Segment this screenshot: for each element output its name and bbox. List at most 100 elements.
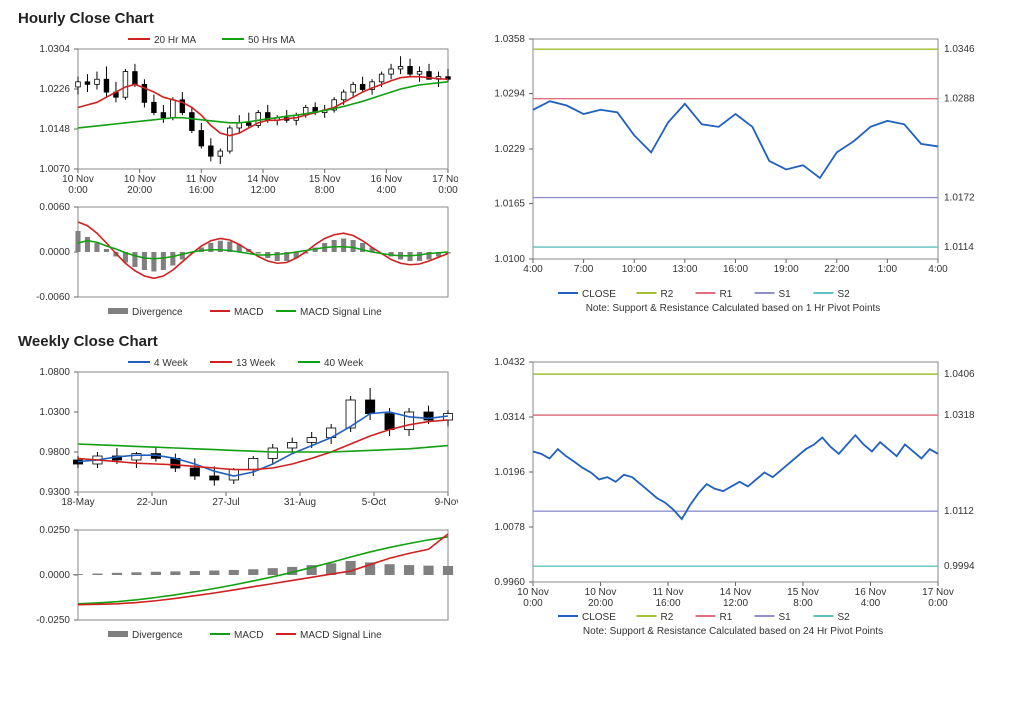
- svg-text:1.0800: 1.0800: [39, 367, 70, 378]
- svg-text:16:00: 16:00: [723, 264, 748, 275]
- svg-text:20 Hr MA: 20 Hr MA: [154, 35, 197, 46]
- svg-text:13:00: 13:00: [672, 264, 697, 275]
- svg-text:4:00: 4:00: [928, 264, 948, 275]
- svg-text:CLOSE: CLOSE: [582, 289, 616, 300]
- svg-text:Note: Support & Resistance Cal: Note: Support & Resistance Calculated ba…: [583, 626, 883, 637]
- svg-text:4 Week: 4 Week: [154, 358, 189, 369]
- svg-text:0.0060: 0.0060: [39, 202, 70, 213]
- hourly-row: 20 Hr MA50 Hrs MA1.00701.01481.02261.030…: [18, 29, 1006, 319]
- svg-text:0.9994: 0.9994: [944, 561, 975, 572]
- weekly-price-chart: 4 Week13 Week40 Week0.93000.98001.03001.…: [18, 352, 458, 522]
- svg-text:S1: S1: [779, 612, 792, 623]
- hourly-price-chart: 20 Hr MA50 Hrs MA1.00701.01481.02261.030…: [18, 29, 458, 199]
- svg-text:1.0078: 1.0078: [494, 522, 525, 533]
- svg-text:1:00: 1:00: [878, 264, 898, 275]
- svg-text:4:00: 4:00: [861, 598, 881, 609]
- weekly-panel: Weekly Close Chart 4 Week13 Week40 Week0…: [0, 323, 1024, 646]
- svg-text:4:00: 4:00: [523, 264, 543, 275]
- svg-text:15 Nov: 15 Nov: [309, 174, 341, 185]
- svg-text:0:00: 0:00: [523, 598, 543, 609]
- hourly-right-col: 1.01001.01651.02291.02941.03584:007:0010…: [478, 29, 988, 319]
- svg-text:15 Nov: 15 Nov: [787, 587, 819, 598]
- svg-text:17 Nov: 17 Nov: [922, 587, 954, 598]
- weekly-sr-chart: 0.99601.00781.01961.03141.043210 Nov0:00…: [478, 352, 988, 642]
- svg-text:14 Nov: 14 Nov: [247, 174, 279, 185]
- svg-text:1.0100: 1.0100: [494, 254, 525, 265]
- hourly-left-col: 20 Hr MA50 Hrs MA1.00701.01481.02261.030…: [18, 29, 458, 319]
- svg-text:R2: R2: [661, 289, 674, 300]
- svg-text:1.0314: 1.0314: [494, 412, 525, 423]
- svg-text:MACD: MACD: [234, 630, 263, 641]
- svg-text:Divergence: Divergence: [132, 630, 183, 641]
- svg-text:50 Hrs MA: 50 Hrs MA: [248, 35, 296, 46]
- svg-text:0.9800: 0.9800: [39, 447, 70, 458]
- svg-text:12:00: 12:00: [723, 598, 748, 609]
- weekly-macd-chart: -0.0250 0.0000 0.0250 Divergence MACD MACD Si…: [18, 522, 458, 642]
- svg-text:22:00: 22:00: [824, 264, 849, 275]
- weekly-right-col: 0.99601.00781.01961.03141.043210 Nov0:00…: [478, 352, 988, 642]
- svg-text:17 Nov: 17 Nov: [432, 174, 458, 185]
- weekly-row: 4 Week13 Week40 Week0.93000.98001.03001.…: [18, 352, 1006, 642]
- svg-text:10 Nov: 10 Nov: [585, 587, 617, 598]
- svg-text:1.0288: 1.0288: [944, 94, 975, 105]
- svg-text:10:00: 10:00: [622, 264, 647, 275]
- svg-text:0.0250: 0.0250: [39, 525, 70, 536]
- svg-text:10 Nov: 10 Nov: [62, 174, 94, 185]
- svg-text:1.0294: 1.0294: [494, 89, 525, 100]
- hourly-panel: Hourly Close Chart 20 Hr MA50 Hrs MA1.00…: [0, 0, 1024, 323]
- svg-text:5-Oct: 5-Oct: [362, 497, 387, 508]
- svg-text:S2: S2: [838, 612, 851, 623]
- svg-text:20:00: 20:00: [127, 185, 152, 196]
- svg-text:10 Nov: 10 Nov: [517, 587, 549, 598]
- svg-text:R2: R2: [661, 612, 674, 623]
- svg-text:MACD Signal Line: MACD Signal Line: [300, 630, 382, 641]
- svg-text:S1: S1: [779, 289, 792, 300]
- svg-text:1.0148: 1.0148: [39, 124, 70, 135]
- svg-text:1.0172: 1.0172: [944, 193, 975, 204]
- svg-text:31-Aug: 31-Aug: [284, 497, 316, 508]
- svg-text:1.0300: 1.0300: [39, 407, 70, 418]
- svg-text:MACD Signal Line: MACD Signal Line: [300, 307, 382, 318]
- weekly-left-col: 4 Week13 Week40 Week0.93000.98001.03001.…: [18, 352, 458, 642]
- svg-text:8:00: 8:00: [793, 598, 813, 609]
- svg-text:16:00: 16:00: [655, 598, 680, 609]
- svg-text:1.0112: 1.0112: [944, 506, 974, 517]
- svg-text:10 Nov: 10 Nov: [124, 174, 156, 185]
- svg-text:1.0406: 1.0406: [944, 369, 975, 380]
- svg-text:8:00: 8:00: [315, 185, 335, 196]
- hourly-title: Hourly Close Chart: [18, 10, 1006, 27]
- svg-text:0.0000: 0.0000: [39, 247, 70, 258]
- svg-text:R1: R1: [720, 289, 733, 300]
- svg-text:Note: Support & Resistance Cal: Note: Support & Resistance Calculated ba…: [586, 303, 881, 314]
- svg-text:0.0000: 0.0000: [39, 570, 70, 581]
- svg-text:1.0114: 1.0114: [944, 242, 974, 253]
- svg-text:0:00: 0:00: [928, 598, 948, 609]
- hourly-sr-chart: 1.01001.01651.02291.02941.03584:007:0010…: [478, 29, 988, 319]
- svg-text:Divergence: Divergence: [132, 307, 183, 318]
- svg-text:4:00: 4:00: [377, 185, 397, 196]
- svg-text:22-Jun: 22-Jun: [137, 497, 168, 508]
- svg-text:13 Week: 13 Week: [236, 358, 276, 369]
- svg-text:12:00: 12:00: [250, 185, 275, 196]
- svg-text:16:00: 16:00: [189, 185, 214, 196]
- svg-text:11 Nov: 11 Nov: [186, 174, 217, 185]
- svg-text:0:00: 0:00: [438, 185, 458, 196]
- svg-text:16 Nov: 16 Nov: [855, 587, 887, 598]
- svg-text:0:00: 0:00: [68, 185, 88, 196]
- svg-text:27-Jul: 27-Jul: [212, 497, 239, 508]
- svg-text:18-May: 18-May: [61, 497, 94, 508]
- svg-text:R1: R1: [720, 612, 733, 623]
- svg-text:9-Nov: 9-Nov: [435, 497, 458, 508]
- svg-text:CLOSE: CLOSE: [582, 612, 616, 623]
- svg-text:19:00: 19:00: [774, 264, 799, 275]
- svg-text:1.0196: 1.0196: [494, 467, 525, 478]
- svg-text:40 Week: 40 Week: [324, 358, 364, 369]
- svg-text:1.0226: 1.0226: [39, 84, 70, 95]
- svg-text:16 Nov: 16 Nov: [370, 174, 402, 185]
- svg-text:20:00: 20:00: [588, 598, 613, 609]
- svg-text:-0.0250: -0.0250: [36, 615, 70, 626]
- svg-text:7:00: 7:00: [574, 264, 594, 275]
- svg-text:1.0346: 1.0346: [944, 44, 975, 55]
- svg-text:1.0358: 1.0358: [494, 34, 525, 45]
- svg-text:11 Nov: 11 Nov: [653, 587, 684, 598]
